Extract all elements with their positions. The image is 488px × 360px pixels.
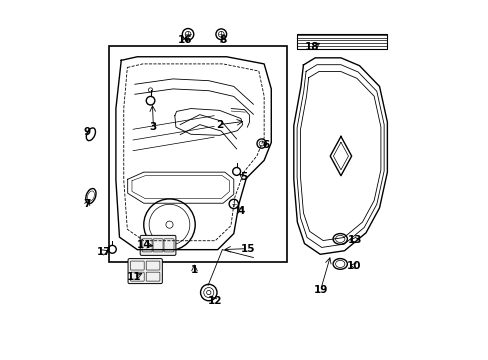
Text: 1: 1 — [190, 265, 198, 275]
Text: 18: 18 — [304, 42, 318, 52]
Text: 8: 8 — [219, 35, 226, 45]
Text: 7: 7 — [83, 199, 91, 209]
FancyBboxPatch shape — [128, 258, 162, 284]
Text: 15: 15 — [240, 244, 255, 253]
Text: 12: 12 — [207, 296, 222, 306]
Bar — [108, 46, 287, 262]
Text: 6: 6 — [262, 140, 269, 150]
Bar — [297, 34, 386, 49]
Text: 16: 16 — [178, 35, 192, 45]
Text: 17: 17 — [96, 247, 111, 257]
Text: 9: 9 — [83, 127, 90, 137]
Text: 5: 5 — [239, 172, 246, 182]
Text: 11: 11 — [126, 272, 141, 282]
Text: 10: 10 — [346, 261, 361, 271]
Text: 19: 19 — [313, 285, 327, 295]
FancyBboxPatch shape — [140, 235, 176, 255]
Text: 2: 2 — [215, 120, 223, 130]
Text: 14: 14 — [137, 240, 151, 250]
Text: 13: 13 — [347, 235, 362, 245]
Text: 4: 4 — [237, 206, 244, 216]
Text: 3: 3 — [149, 122, 157, 132]
